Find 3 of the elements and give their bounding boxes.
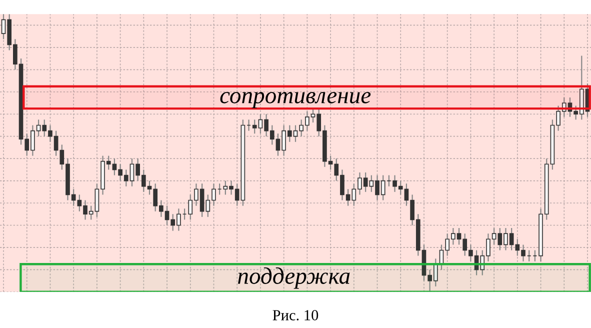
band-label: поддержка — [238, 267, 350, 289]
band-label: сопротивление — [220, 92, 371, 108]
text: Рис. 10 — [272, 310, 318, 320]
